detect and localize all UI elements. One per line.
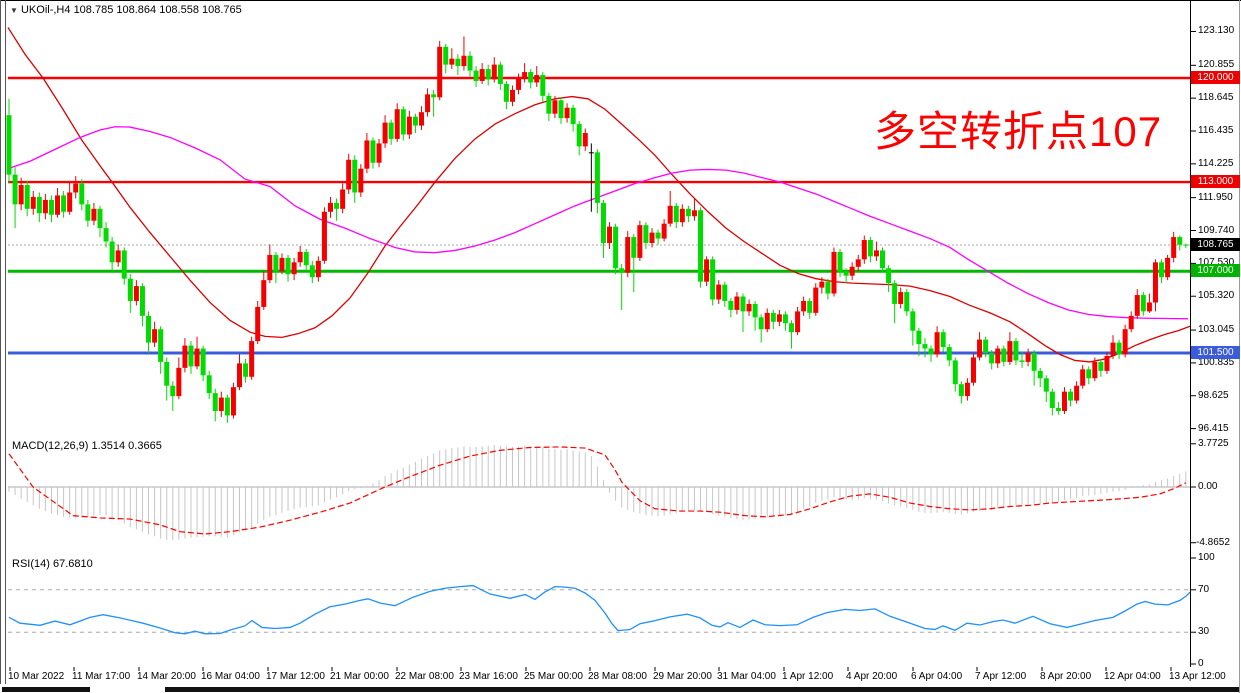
time-axis-label[interactable]: 14 Mar 20:00	[137, 671, 196, 682]
time-axis-label[interactable]: 16 Mar 04:00	[201, 671, 260, 682]
price-badge-113.000: 113.000	[1191, 175, 1240, 189]
rsi-axis-label: 30	[1198, 626, 1210, 638]
time-axis-label[interactable]: 7 Apr 12:00	[975, 671, 1027, 682]
price-tick-label: 103.045	[1198, 324, 1235, 336]
rsi-indicator-label: RSI(14) 67.6810	[12, 558, 93, 570]
macd-axis-label: -4.8652	[1196, 536, 1230, 548]
price-axis-separator	[1190, 0, 1191, 667]
macd-histogram	[8, 445, 1187, 541]
time-axis-label[interactable]: 13 Apr 12:00	[1169, 671, 1226, 682]
h-scrollbar-track[interactable]	[165, 687, 1239, 692]
price-tick-label: 107.530	[1198, 257, 1235, 269]
price-badge-107.000: 107.000	[1191, 264, 1240, 278]
time-axis-label[interactable]: 29 Mar 20:00	[653, 671, 712, 682]
time-axis-label[interactable]: 8 Apr 20:00	[1040, 671, 1092, 682]
h-scrollbar-thumb[interactable]	[2, 687, 90, 692]
symbol-dropdown-icon[interactable]: ▼	[10, 6, 18, 15]
left-border-outer	[0, 0, 1, 684]
price-tick-label: 109.740	[1198, 224, 1235, 236]
ma-fast-line	[7, 27, 1191, 363]
time-axis-label[interactable]: 21 Mar 00:00	[330, 671, 389, 682]
price-tick-label: 118.645	[1198, 92, 1234, 104]
time-axis-label[interactable]: 11 Mar 17:00	[72, 671, 131, 682]
candles	[6, 36, 1189, 423]
time-axis-label[interactable]: 17 Mar 12:00	[266, 671, 325, 682]
rsi-axis-label: 0	[1198, 658, 1204, 669]
macd-axis-label: 0.00	[1198, 481, 1218, 492]
price-tick-label: 105.320	[1198, 290, 1235, 302]
macd-signal-line	[8, 446, 1187, 535]
price-tick-label: 114.225	[1198, 157, 1234, 169]
left-border-inner	[5, 0, 6, 684]
price-badge-108.765: 108.765	[1191, 238, 1240, 251]
macd-indicator-label: MACD(12,26,9) 1.3514 0.3665	[12, 440, 162, 452]
price-badge-101.500: 101.500	[1191, 346, 1240, 359]
ohlc-values: 108.785 108.864 108.558 108.765	[73, 4, 242, 16]
macd-axis-label: 3.7725	[1198, 437, 1229, 449]
price-tick-label: 120.855	[1198, 59, 1235, 71]
symbol-timeframe-label: UKOil-,H4	[20, 4, 71, 16]
price-tick-label: 100.835	[1198, 356, 1235, 368]
price-badge-120.000: 120.000	[1191, 71, 1240, 84]
axis-ticks	[9, 30, 1196, 671]
time-axis-label[interactable]: 22 Mar 08:00	[395, 671, 454, 682]
price-tick-label: 123.130	[1198, 25, 1235, 37]
chart-title: ▼ UKOil-,H4 108.785 108.864 108.558 108.…	[10, 4, 242, 16]
time-axis-label[interactable]: 10 Mar 2022	[8, 671, 65, 682]
ma-slow-line	[7, 126, 1189, 320]
time-axis-label[interactable]: 25 Mar 00:00	[524, 671, 583, 682]
time-axis-label[interactable]: 1 Apr 12:00	[782, 671, 834, 682]
time-axis-label[interactable]: 23 Mar 16:00	[459, 671, 518, 682]
time-axis-label[interactable]: 28 Mar 08:00	[588, 671, 647, 682]
price-tick-label: 111.950	[1198, 191, 1233, 203]
time-axis-label[interactable]: 6 Apr 04:00	[911, 671, 963, 682]
trendline-annotation-text[interactable]: 多空转折点107	[874, 108, 1163, 155]
price-tick-label: 116.435	[1198, 124, 1234, 136]
rsi-line	[8, 584, 1191, 635]
rsi-axis-label: 70	[1198, 583, 1210, 595]
time-axis-label[interactable]: 31 Mar 04:00	[717, 671, 776, 682]
time-axis-line	[0, 0, 1241, 1]
price-tick-label: 96.415	[1198, 422, 1229, 434]
time-axis-label[interactable]: 4 Apr 20:00	[846, 671, 898, 682]
time-axis-label[interactable]: 12 Apr 04:00	[1104, 671, 1161, 682]
price-tick-label: 98.625	[1198, 389, 1229, 401]
rsi-axis-label: 100	[1198, 552, 1215, 563]
